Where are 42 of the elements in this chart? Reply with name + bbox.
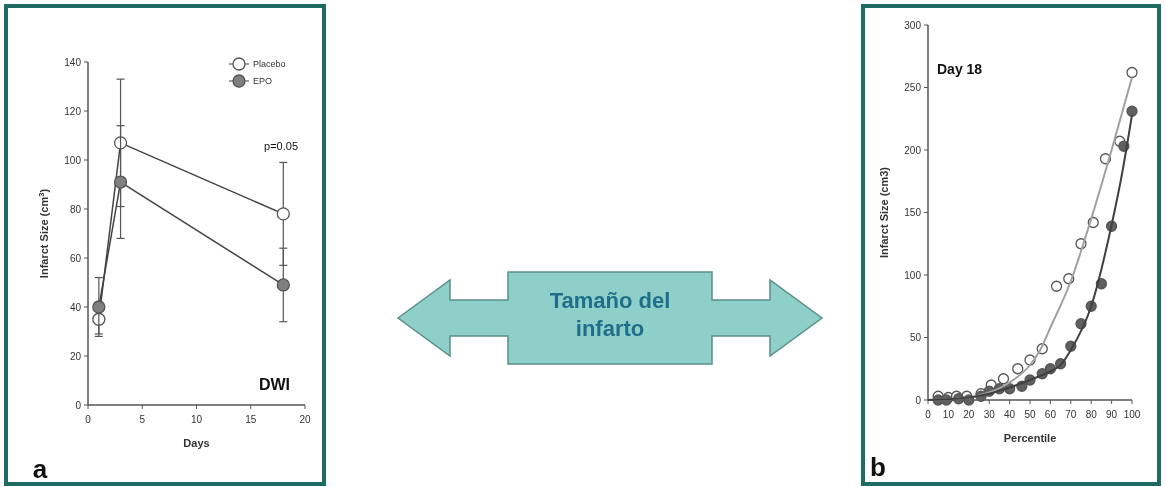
x-tick-label: 10 bbox=[190, 414, 203, 425]
x-tick-label: 90 bbox=[1106, 409, 1118, 420]
y-tick-label: 140 bbox=[64, 56, 82, 68]
text: Tamaño del infarto bbox=[549, 288, 671, 341]
y-tick-label: 0 bbox=[75, 399, 82, 411]
x-tick-label: 10 bbox=[942, 409, 955, 420]
y-tick-label: 80 bbox=[69, 203, 82, 215]
y-tick-label: 60 bbox=[69, 252, 82, 264]
y-tick-label: 100 bbox=[64, 154, 82, 166]
x-tick-label: 15 bbox=[245, 414, 257, 425]
x-tick-label: 0 bbox=[85, 414, 92, 425]
x-axis-title: Percentile bbox=[1003, 432, 1057, 444]
annotation: DWI bbox=[258, 376, 290, 393]
annotation: Day 18 bbox=[937, 61, 983, 77]
y-tick-label: 300 bbox=[904, 19, 922, 31]
y-tick-label: 150 bbox=[904, 207, 922, 218]
text: a bbox=[32, 454, 48, 484]
x-tick-label: 100 bbox=[1123, 409, 1141, 420]
legend-label: EPO bbox=[253, 76, 273, 87]
y-tick-label: 20 bbox=[69, 350, 82, 362]
x-tick-label: 20 bbox=[963, 409, 975, 420]
y-tick-label: 200 bbox=[904, 144, 922, 156]
annotation: p=0.05 bbox=[264, 140, 298, 152]
y-axis-title: Infarct Size (cm3) bbox=[878, 166, 890, 259]
x-tick-label: 40 bbox=[1004, 409, 1016, 420]
y-tick-label: 0 bbox=[915, 394, 922, 406]
text: b bbox=[870, 452, 886, 482]
x-tick-label: 30 bbox=[983, 409, 996, 420]
y-tick-label: 40 bbox=[69, 301, 82, 313]
x-tick-label: 80 bbox=[1085, 409, 1098, 420]
x-tick-label: 0 bbox=[925, 409, 932, 420]
x-tick-label: 20 bbox=[299, 414, 311, 425]
y-tick-label: 100 bbox=[904, 269, 922, 281]
x-tick-label: 70 bbox=[1065, 409, 1077, 420]
x-axis-title: Days bbox=[183, 437, 210, 449]
x-tick-label: 5 bbox=[139, 414, 146, 425]
y-tick-label: 50 bbox=[909, 332, 922, 343]
x-tick-label: 50 bbox=[1024, 409, 1036, 420]
x-tick-label: 60 bbox=[1044, 409, 1057, 420]
y-tick-label: 250 bbox=[904, 82, 922, 93]
y-tick-label: 120 bbox=[64, 105, 82, 117]
legend-label: Placebo bbox=[253, 59, 286, 70]
